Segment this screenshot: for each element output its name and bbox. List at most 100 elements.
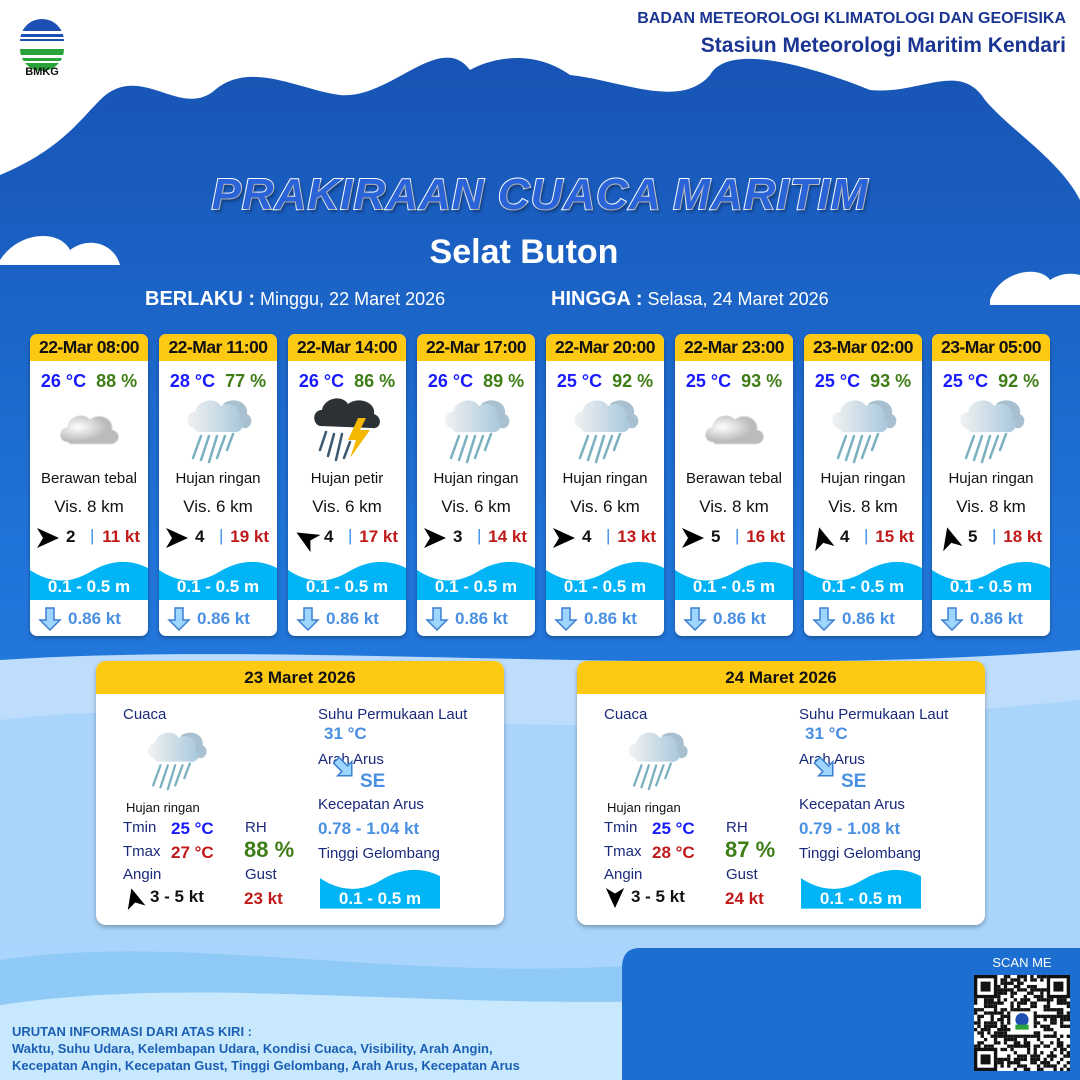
cloudy-icon	[699, 392, 771, 466]
tmax-value: 28 °C	[652, 843, 695, 862]
tmin-label: Tmin	[123, 819, 157, 836]
air-temperature: 25 °C	[685, 371, 732, 391]
forecast-time: 23-Mar 02:00	[804, 334, 922, 361]
current-direction-arrow-icon	[425, 607, 449, 632]
valid-from-date: Minggu, 22 Maret 2026	[260, 289, 446, 309]
wave-icon	[801, 868, 921, 914]
wind-speed: 5	[711, 527, 721, 546]
wave-height: 0.1 - 0.5 m	[176, 577, 260, 596]
forecast-time: 22-Mar 08:00	[30, 334, 148, 361]
current-direction-arrow-icon	[167, 607, 191, 632]
light-rain-icon	[441, 392, 513, 466]
forecast-time: 23-Mar 05:00	[932, 334, 1050, 361]
forecast-time: 22-Mar 14:00	[288, 334, 406, 361]
humidity: 86 %	[354, 371, 396, 391]
weather-condition: Hujan ringan	[562, 470, 648, 487]
forecast-card: 22-Mar 14:00 26 °C 86 % Hujan petir Vis.…	[288, 334, 406, 636]
light-rain-icon	[625, 725, 691, 797]
wave-label: Tinggi Gelombang	[318, 845, 441, 862]
current-direction-arrow-icon	[296, 607, 320, 632]
valid-to-label: HINGGA :	[551, 288, 643, 310]
wave-height: 0.1 - 0.5 m	[949, 577, 1033, 596]
weather-condition: Hujan ringan	[175, 470, 261, 487]
air-temperature: 26 °C	[427, 371, 474, 391]
humidity: 93 %	[870, 371, 912, 391]
page-title: PRAKIRAAN CUACA MARITIM	[211, 169, 869, 220]
cloudy-icon	[54, 392, 126, 466]
sst-value: 31 °C	[324, 724, 367, 743]
current-speed: 0.86 kt	[326, 609, 379, 628]
station-name: Stasiun Meteorologi Maritim Kendari	[700, 34, 1066, 57]
separator: |	[864, 526, 869, 545]
wind-direction-arrow-icon	[294, 527, 321, 553]
daily-date: 24 Maret 2026	[577, 661, 985, 694]
visibility: Vis. 6 km	[312, 497, 382, 516]
wave-icon	[417, 560, 535, 600]
tmax-label: Tmax	[604, 843, 642, 860]
current-direction-value: SE	[841, 771, 867, 792]
wind-direction-arrow-icon	[604, 888, 626, 909]
gust-speed: 13 kt	[617, 527, 656, 546]
forecast-card: 22-Mar 11:00 28 °C 77 % Hujan ringan Vis…	[159, 334, 277, 636]
wave-icon	[320, 868, 440, 914]
current-speed: 0.86 kt	[842, 609, 895, 628]
separator: |	[477, 526, 482, 545]
wave-icon	[30, 560, 148, 600]
gust-speed: 17 kt	[359, 527, 398, 546]
info-legend: URUTAN INFORMASI DARI ATAS KIRI : Waktu,…	[12, 1023, 520, 1074]
visibility: Vis. 8 km	[699, 497, 769, 516]
light-rain-icon	[956, 392, 1028, 466]
area-name: Selat Buton	[429, 233, 619, 271]
humidity: 92 %	[998, 371, 1040, 391]
gust-label: Gust	[245, 866, 277, 883]
gust-speed: 14 kt	[488, 527, 527, 546]
tmin-label: Tmin	[604, 819, 638, 836]
humidity: 92 %	[612, 371, 654, 391]
current-speed: 0.86 kt	[68, 609, 121, 628]
forecast-time: 22-Mar 11:00	[159, 334, 277, 361]
humidity: 89 %	[483, 371, 525, 391]
gust-speed: 11 kt	[102, 527, 140, 546]
valid-from-label: BERLAKU :	[145, 288, 255, 310]
gust-speed: 18 kt	[1003, 527, 1042, 546]
wind-direction-arrow-icon	[938, 527, 963, 552]
wind-speed: 3 - 5 kt	[631, 887, 685, 906]
current-speed: 0.86 kt	[713, 609, 766, 628]
weather-condition: Hujan ringan	[607, 800, 681, 815]
air-temperature: 25 °C	[556, 371, 603, 391]
valid-to-date: Selasa, 24 Maret 2026	[647, 289, 829, 309]
bmkg-logo	[20, 19, 64, 71]
rh-label: RH	[245, 819, 267, 836]
humidity: 88 %	[96, 371, 138, 391]
current-speed-label: Kecepatan Arus	[318, 796, 424, 813]
separator: |	[348, 526, 353, 545]
wave-height: 0.1 - 0.5 m	[47, 577, 131, 596]
weather-condition: Hujan petir	[310, 470, 384, 487]
rh-value: 87 %	[725, 837, 776, 862]
humidity: 77 %	[225, 371, 267, 391]
separator: |	[90, 526, 95, 545]
wind-speed: 4	[582, 527, 592, 546]
tmax-label: Tmax	[123, 843, 161, 860]
wind-label: Angin	[604, 866, 643, 883]
gust-value: 24 kt	[725, 889, 764, 908]
forecast-time: 22-Mar 20:00	[546, 334, 664, 361]
visibility: Vis. 6 km	[183, 497, 253, 516]
wind-direction-arrow-icon	[681, 527, 705, 549]
thunderstorm-icon	[312, 392, 384, 466]
wind-label: Angin	[123, 866, 162, 883]
qr-code[interactable]	[974, 975, 1070, 1071]
visibility: Vis. 8 km	[956, 497, 1026, 516]
current-speed-value: 0.78 - 1.04 kt	[318, 819, 420, 838]
daily-date: 23 Maret 2026	[96, 661, 504, 694]
current-speed: 0.86 kt	[455, 609, 508, 628]
tmin-value: 25 °C	[171, 819, 214, 838]
wind-direction-arrow-icon	[552, 527, 576, 549]
gust-speed: 15 kt	[875, 527, 914, 546]
weather-condition: Hujan ringan	[820, 470, 906, 487]
daily-summary: 24 Maret 2026 Cuaca Hujan ringan Tmin 25…	[577, 661, 985, 925]
weather-condition: Hujan ringan	[126, 800, 200, 815]
wind-speed: 3	[453, 527, 463, 546]
visibility: Vis. 6 km	[570, 497, 640, 516]
